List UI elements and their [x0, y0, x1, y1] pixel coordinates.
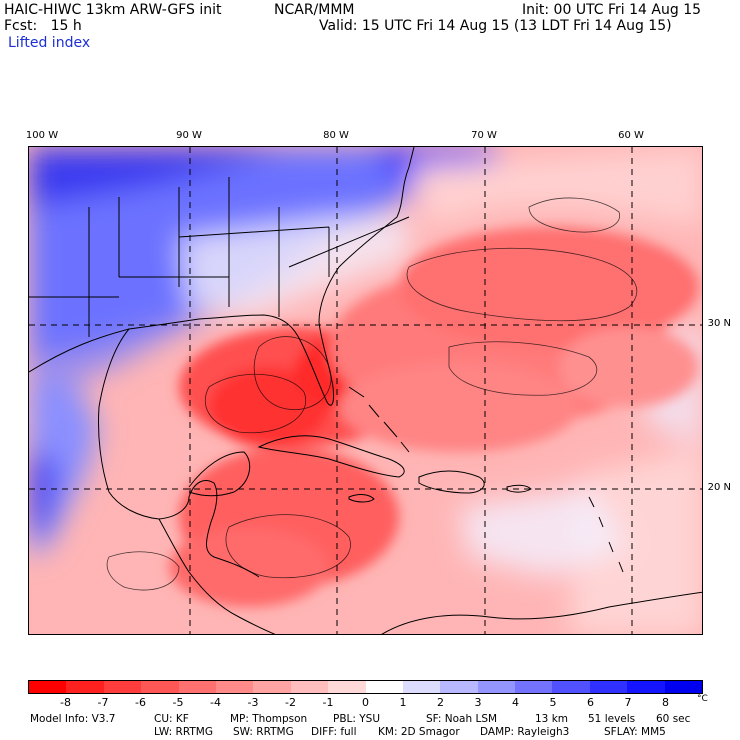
colorbar-swatch [440, 681, 478, 693]
colorbar-swatch [29, 681, 67, 693]
forecast-hour: Fcst: 15 h [4, 18, 82, 34]
lon-label-80w: 80 W [323, 130, 349, 141]
colorbar-swatch [290, 681, 329, 693]
field-name: Lifted index [8, 35, 91, 51]
colorbar-tick-label: -4 [210, 696, 221, 709]
footer-timestep: 60 sec [656, 713, 691, 725]
colorbar-swatch [103, 681, 142, 693]
colorbar-tick-label: -3 [247, 696, 259, 709]
colorbar-swatch [365, 681, 403, 693]
lifted-index-map [28, 146, 703, 635]
footer-mp: MP: Thompson [230, 713, 308, 725]
colorbar-tick-label: -6 [135, 696, 146, 709]
lon-label-60w: 60 W [618, 130, 644, 141]
footer-lw: LW: RRTMG [154, 726, 213, 738]
lon-label-100w: 100 W [25, 130, 59, 141]
colorbar-swatch [664, 681, 703, 693]
lifted-index-colorbar [28, 680, 703, 694]
colorbar-swatch [215, 681, 254, 693]
colorbar-tick-label: 0 [362, 696, 369, 709]
footer-cu: CU: KF [154, 713, 189, 725]
footer-model-info: Model Info: V3.7 [30, 713, 116, 725]
lon-label-70w: 70 W [471, 130, 497, 141]
colorbar-swatch [328, 681, 366, 693]
footer-km: KM: 2D Smagor [378, 726, 460, 738]
footer-diff: DIFF: full [311, 726, 357, 738]
footer-damp: DAMP: Rayleigh3 [480, 726, 570, 738]
valid-time: Valid: 15 UTC Fri 14 Aug 15 (13 LDT Fri … [319, 18, 672, 34]
footer-pbl: PBL: YSU [333, 713, 381, 725]
lat-label-20n: 20 N [707, 482, 731, 493]
center-label: NCAR/MMM [274, 2, 355, 18]
colorbar-tick-label: 8 [662, 696, 669, 709]
colorbar-swatch [178, 681, 216, 693]
lon-label-90w: 90 W [176, 130, 202, 141]
colorbar-tick-label: 5 [549, 696, 557, 709]
colorbar-swatch [589, 681, 628, 693]
colorbar-tick-label: -1 [322, 696, 334, 709]
footer-sw: SW: RRTMG [233, 726, 294, 738]
colorbar-tick-label: -2 [285, 696, 296, 709]
colorbar-tick-label: 2 [437, 696, 444, 709]
colorbar-swatch [253, 681, 291, 693]
colorbar-tick-label: -7 [97, 696, 109, 709]
colorbar-tick-label: 7 [624, 696, 632, 709]
colorbar-unit: °C [697, 694, 708, 704]
colorbar-tick-label: 6 [587, 696, 594, 709]
colorbar-swatch [552, 681, 590, 693]
lat-label-30n: 30 N [707, 318, 731, 329]
init-time: Init: 00 UTC Fri 14 Aug 15 [522, 2, 702, 18]
colorbar-swatch [141, 681, 179, 693]
colorbar-tick-label: -5 [172, 696, 184, 709]
footer-resolution: 13 km [535, 713, 569, 725]
footer-sflay: SFLAY: MM5 [604, 726, 666, 738]
map-canvas [29, 147, 702, 634]
colorbar-tick-label: 4 [512, 696, 519, 709]
colorbar-tick-label: 3 [474, 696, 482, 709]
colorbar-swatch [515, 681, 553, 693]
model-title: HAIC-HIWC 13km ARW-GFS init [4, 2, 222, 18]
colorbar-swatch [66, 681, 104, 693]
colorbar-tick-label: 1 [399, 696, 407, 709]
colorbar-tick-label: -8 [60, 696, 71, 709]
colorbar-swatch [477, 681, 516, 693]
footer-levels: 51 levels [588, 713, 636, 725]
footer-sf: SF: Noah LSM [426, 713, 498, 725]
colorbar-swatch [627, 681, 665, 693]
colorbar-swatch [402, 681, 441, 693]
